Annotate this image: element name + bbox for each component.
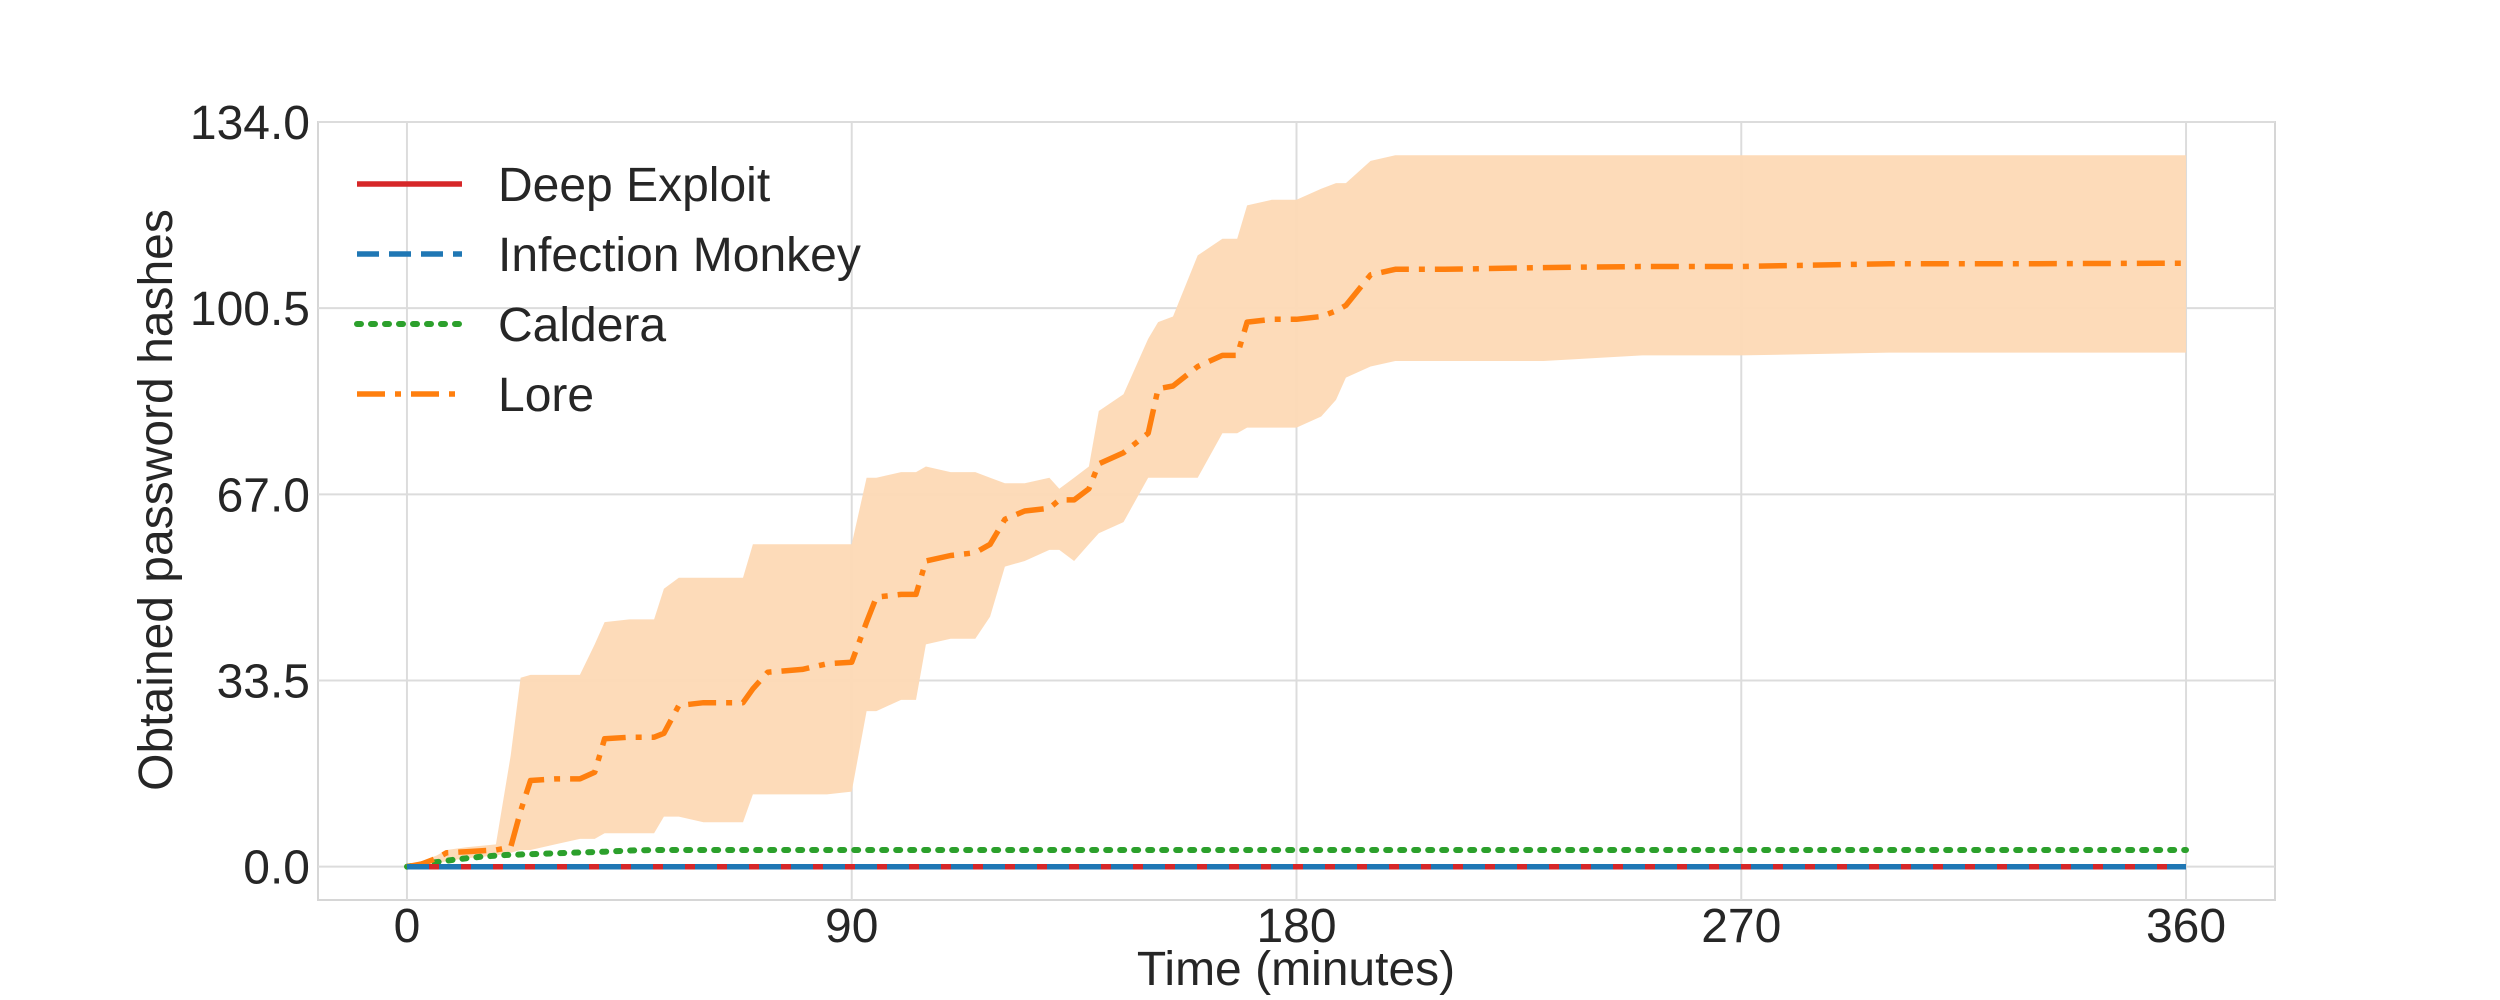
x-tick-label: 360 xyxy=(2146,900,2226,953)
legend-label: Caldera xyxy=(498,299,666,352)
x-tick-label: 90 xyxy=(825,900,878,953)
y-tick-label: 100.5 xyxy=(190,283,310,336)
y-axis-label: Obtained password hashes xyxy=(130,209,183,791)
x-tick-label: 270 xyxy=(1701,900,1781,953)
legend-label: Lore xyxy=(498,369,594,422)
x-tick-label: 0 xyxy=(394,900,421,953)
y-tick-label: 0.0 xyxy=(243,842,310,895)
series-line-caldera xyxy=(404,847,2189,870)
series-band-lore xyxy=(407,155,2186,867)
legend-label: Deep Exploit xyxy=(498,159,770,212)
y-tick-label: 33.5 xyxy=(217,655,310,708)
series-line-lore xyxy=(406,260,2187,870)
x-axis-label: Time (minutes) xyxy=(1137,943,1455,996)
legend-label: Infection Monkey xyxy=(498,229,861,282)
plot-area: 0 90 180 270 360 0.0 33.5 67.0 100.5 134.0 xyxy=(190,97,2276,953)
legend: Deep Exploit Infection Monkey Caldera Lore xyxy=(354,159,861,422)
x-tick-label: 180 xyxy=(1256,900,1336,953)
y-tick-label: 134.0 xyxy=(190,97,310,150)
y-tick-label: 67.0 xyxy=(217,469,310,522)
